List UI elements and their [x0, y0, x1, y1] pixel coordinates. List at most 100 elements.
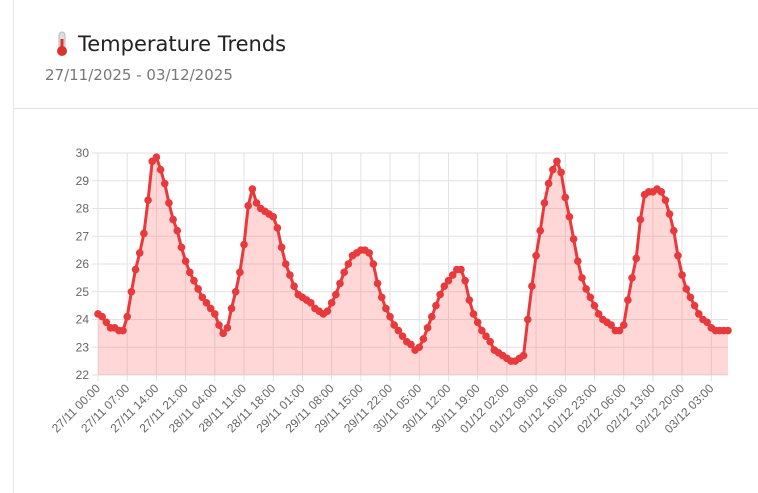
point [281, 260, 290, 268]
point [682, 285, 691, 293]
point [181, 257, 190, 266]
point [369, 260, 378, 268]
point [624, 296, 632, 304]
point [194, 285, 202, 293]
thermometer-icon [57, 31, 67, 56]
y-tick-label: 28 [76, 202, 90, 216]
point [394, 326, 403, 335]
point [407, 340, 415, 349]
point [206, 304, 215, 313]
point [398, 332, 407, 340]
point [548, 165, 557, 174]
point [344, 260, 353, 268]
point [569, 235, 578, 243]
point [423, 324, 432, 332]
point [486, 337, 494, 346]
point [127, 287, 136, 296]
point [327, 299, 336, 307]
point [415, 343, 424, 352]
point [160, 179, 169, 188]
point [236, 268, 244, 277]
point [628, 274, 636, 282]
point [448, 271, 457, 279]
point [586, 293, 595, 302]
point [444, 276, 453, 285]
point [519, 351, 528, 360]
point [332, 290, 340, 299]
point [582, 285, 590, 293]
card-header: Temperature Trends 27/11/2025 - 03/12/20… [14, 0, 758, 109]
point [277, 243, 286, 252]
point [248, 185, 257, 193]
chart-title: Temperature Trends [78, 32, 287, 56]
y-tick-label: 26 [76, 257, 90, 271]
point [152, 153, 161, 161]
point [382, 304, 390, 313]
point [532, 251, 540, 260]
point [219, 329, 227, 338]
point [557, 168, 565, 177]
point [427, 312, 436, 321]
point [306, 299, 315, 307]
card: Temperature Trends 27/11/2025 - 03/12/20… [13, 0, 758, 493]
point [686, 293, 695, 302]
point [336, 279, 344, 288]
y-tick-label: 27 [76, 229, 90, 243]
y-tick-label: 30 [76, 146, 90, 160]
point [102, 318, 111, 327]
point [135, 249, 144, 257]
point [190, 276, 198, 285]
point [523, 315, 532, 324]
point [619, 321, 628, 329]
point [323, 307, 332, 315]
point [469, 310, 478, 318]
point [119, 326, 127, 335]
point [553, 157, 561, 166]
point [286, 271, 294, 279]
y-tick-label: 29 [76, 174, 90, 188]
point [544, 179, 553, 188]
point [478, 326, 486, 335]
point [536, 226, 545, 235]
point [269, 213, 278, 221]
y-tick-label: 22 [76, 368, 90, 382]
point [169, 215, 177, 224]
point [165, 199, 173, 207]
point [540, 199, 549, 207]
point [144, 196, 152, 204]
point [365, 249, 373, 257]
point [211, 310, 219, 318]
point [432, 301, 440, 310]
point [290, 282, 298, 291]
point [636, 215, 645, 224]
point [594, 310, 603, 318]
y-tick-label: 25 [76, 285, 90, 299]
point [131, 265, 140, 274]
point [215, 321, 223, 329]
point [607, 321, 615, 329]
point [198, 293, 207, 302]
point [390, 321, 399, 329]
point [665, 210, 674, 218]
point [578, 274, 586, 282]
point [724, 326, 732, 335]
point [669, 226, 678, 235]
point [703, 318, 711, 327]
point [440, 282, 449, 291]
area [98, 157, 728, 375]
point [436, 290, 444, 299]
point [240, 240, 248, 249]
point [615, 326, 624, 335]
point [173, 226, 182, 235]
point [202, 299, 211, 307]
point [386, 312, 394, 321]
point [273, 224, 282, 232]
point [185, 268, 194, 277]
point [461, 276, 469, 285]
point [561, 193, 570, 202]
point [590, 301, 599, 310]
point [98, 312, 106, 321]
point [465, 296, 474, 304]
